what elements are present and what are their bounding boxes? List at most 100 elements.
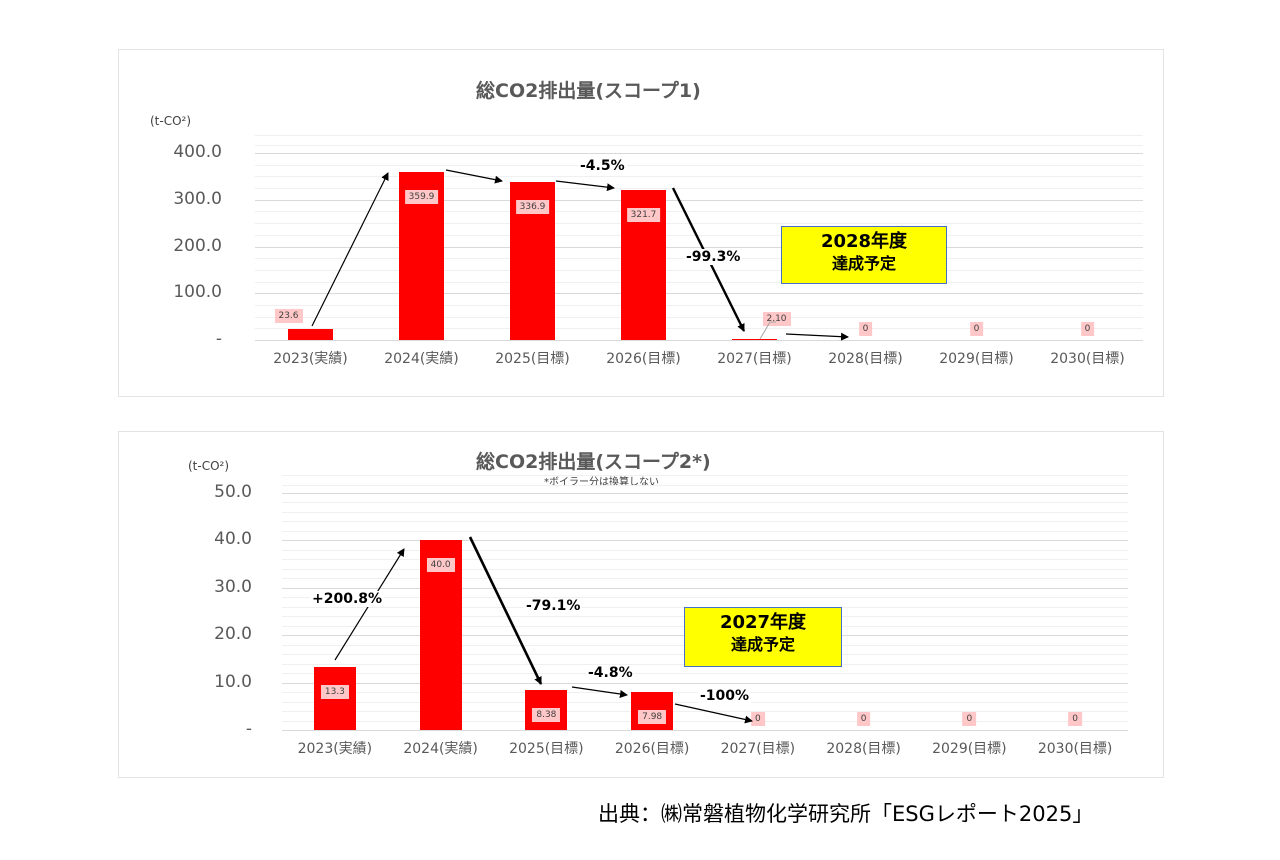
gridline: [282, 730, 1128, 731]
data-label: 40.0: [426, 558, 455, 573]
minor-gridline: [255, 135, 1143, 136]
y-axis-tick: 20.0: [214, 624, 252, 644]
minor-gridline: [255, 235, 1143, 236]
data-label: 336.9: [515, 200, 550, 215]
minor-gridline: [255, 305, 1143, 306]
x-axis-tick: 2024(実績): [403, 741, 478, 757]
data-label: 8.38: [532, 708, 561, 723]
data-label: 0: [962, 712, 977, 726]
x-axis-tick: 2029(目標): [932, 741, 1007, 757]
y-axis-tick: 200.0: [173, 236, 222, 256]
minor-gridline: [255, 145, 1143, 146]
data-label: 0: [856, 712, 871, 726]
minor-gridline: [282, 512, 1128, 513]
data-label: 13.3: [320, 684, 349, 699]
x-axis-tick: 2023(実績): [273, 351, 348, 367]
gridline: [255, 153, 1143, 154]
x-axis-tick: 2025(目標): [509, 741, 584, 757]
y-axis-tick: 50.0: [214, 482, 252, 502]
change-annotation: -4.8%: [586, 665, 635, 681]
gridline: [255, 200, 1143, 201]
data-label: 7.98: [638, 710, 667, 725]
y-axis-tick: 40.0: [214, 529, 252, 549]
minor-gridline: [255, 282, 1143, 283]
minor-gridline: [282, 673, 1128, 674]
minor-gridline: [282, 569, 1128, 570]
bar: [288, 328, 333, 340]
minor-gridline: [282, 597, 1128, 598]
x-axis-tick: 2030(目標): [1050, 351, 1125, 367]
y-axis-unit: (t-CO²): [150, 114, 192, 128]
change-annotation: -4.5%: [578, 158, 627, 174]
data-label: 0: [1080, 322, 1095, 336]
minor-gridline: [282, 521, 1128, 522]
minor-gridline: [282, 485, 1128, 486]
y-axis-tick: 400.0: [173, 142, 222, 162]
source-citation: 出典：㈱常磐植物化学研究所「ESGレポート2025」: [598, 802, 1094, 826]
data-label: 0: [969, 322, 984, 336]
x-axis-tick: 2026(目標): [606, 351, 681, 367]
chart-subtitle: *ボイラー分は換算しない: [544, 477, 659, 488]
x-axis-tick: 2030(目標): [1037, 741, 1113, 757]
data-label: 321.7: [626, 207, 661, 222]
minor-gridline: [255, 223, 1143, 224]
minor-gridline: [255, 176, 1143, 177]
x-axis-tick: 2024(実績): [384, 351, 459, 367]
change-annotation: -79.1%: [524, 598, 583, 614]
minor-gridline: [282, 550, 1128, 551]
callout-line: 2028年度: [820, 231, 908, 252]
change-annotation: -99.3%: [684, 249, 743, 265]
callout-line: 達成予定: [831, 254, 896, 273]
minor-gridline: [282, 578, 1128, 579]
change-annotation: -100%: [698, 688, 752, 704]
x-axis-tick: 2027(目標): [717, 351, 792, 367]
gridline: [282, 588, 1128, 589]
minor-gridline: [282, 711, 1128, 712]
gridline: [255, 293, 1143, 294]
x-axis-tick: 2029(目標): [939, 351, 1014, 367]
y-axis-tick: -: [215, 329, 222, 349]
gridline: [255, 247, 1143, 248]
minor-gridline: [255, 165, 1143, 166]
y-axis-tick: -: [245, 719, 252, 739]
target-callout: 2027年度 達成予定: [684, 607, 842, 667]
gridline: [282, 493, 1128, 494]
y-axis-tick: 30.0: [214, 577, 252, 597]
minor-gridline: [282, 531, 1128, 532]
target-callout: 2028年度 達成予定: [781, 226, 947, 284]
data-label: 0: [751, 712, 765, 726]
chart-title: 総CO2排出量(スコープ1): [476, 80, 701, 102]
x-axis-tick: 2025(目標): [495, 351, 570, 367]
gridline: [282, 683, 1128, 684]
minor-gridline: [255, 211, 1143, 212]
minor-gridline: [282, 559, 1128, 560]
data-label: 23.6: [274, 308, 303, 323]
gridline: [255, 340, 1143, 341]
minor-gridline: [282, 475, 1128, 476]
x-axis-tick: 2027(目標): [720, 741, 796, 757]
minor-gridline: [255, 270, 1143, 271]
data-label: 0: [858, 322, 873, 336]
bar: [732, 338, 777, 340]
callout-line: 達成予定: [730, 635, 795, 654]
x-axis-tick: 2026(目標): [614, 741, 690, 757]
y-axis-unit: (t-CO²): [188, 459, 230, 473]
minor-gridline: [255, 317, 1143, 318]
chart-title: 総CO2排出量(スコープ2*): [476, 451, 711, 473]
gridline: [282, 540, 1128, 541]
x-axis-tick: 2028(目標): [828, 351, 903, 367]
minor-gridline: [255, 328, 1143, 329]
change-annotation: +200.8%: [310, 591, 385, 607]
data-label: 359.9: [404, 189, 439, 204]
x-axis-tick: 2028(目標): [826, 741, 901, 757]
y-axis-tick: 10.0: [214, 672, 252, 692]
y-axis-tick: 300.0: [173, 189, 222, 209]
data-label: 0: [1068, 712, 1082, 726]
y-axis-tick: 100.0: [173, 282, 222, 302]
minor-gridline: [255, 188, 1143, 189]
minor-gridline: [282, 721, 1128, 722]
minor-gridline: [282, 502, 1128, 503]
x-axis-tick: 2023(実績): [297, 741, 373, 757]
callout-line: 2027年度: [719, 612, 807, 633]
